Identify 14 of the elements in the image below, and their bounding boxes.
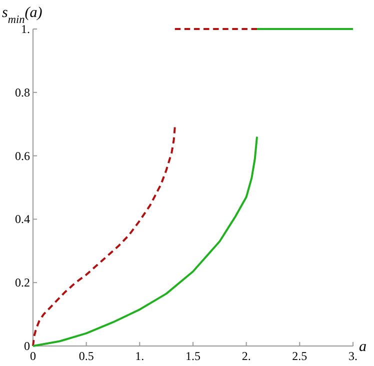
- y-tick-label: 0.6: [15, 148, 30, 163]
- x-tick-label: 1.: [135, 349, 144, 363]
- x-tick-label: 1.5: [186, 349, 200, 363]
- line-series: [32, 126, 176, 347]
- x-tick-label: 0.5: [78, 349, 94, 363]
- y-tick-label: 0.4: [15, 212, 30, 226]
- y-tick-label: 0.2: [15, 276, 30, 290]
- x-axis-title: a: [359, 339, 366, 355]
- x-tick-label: 3.: [348, 349, 358, 363]
- x-tick-label: 2.5: [292, 349, 308, 363]
- y-tick-label: 0: [24, 339, 30, 353]
- x-tick-label: 2.: [242, 349, 251, 363]
- line-series: [32, 136, 258, 347]
- y-tick-label: 0.8: [15, 85, 30, 100]
